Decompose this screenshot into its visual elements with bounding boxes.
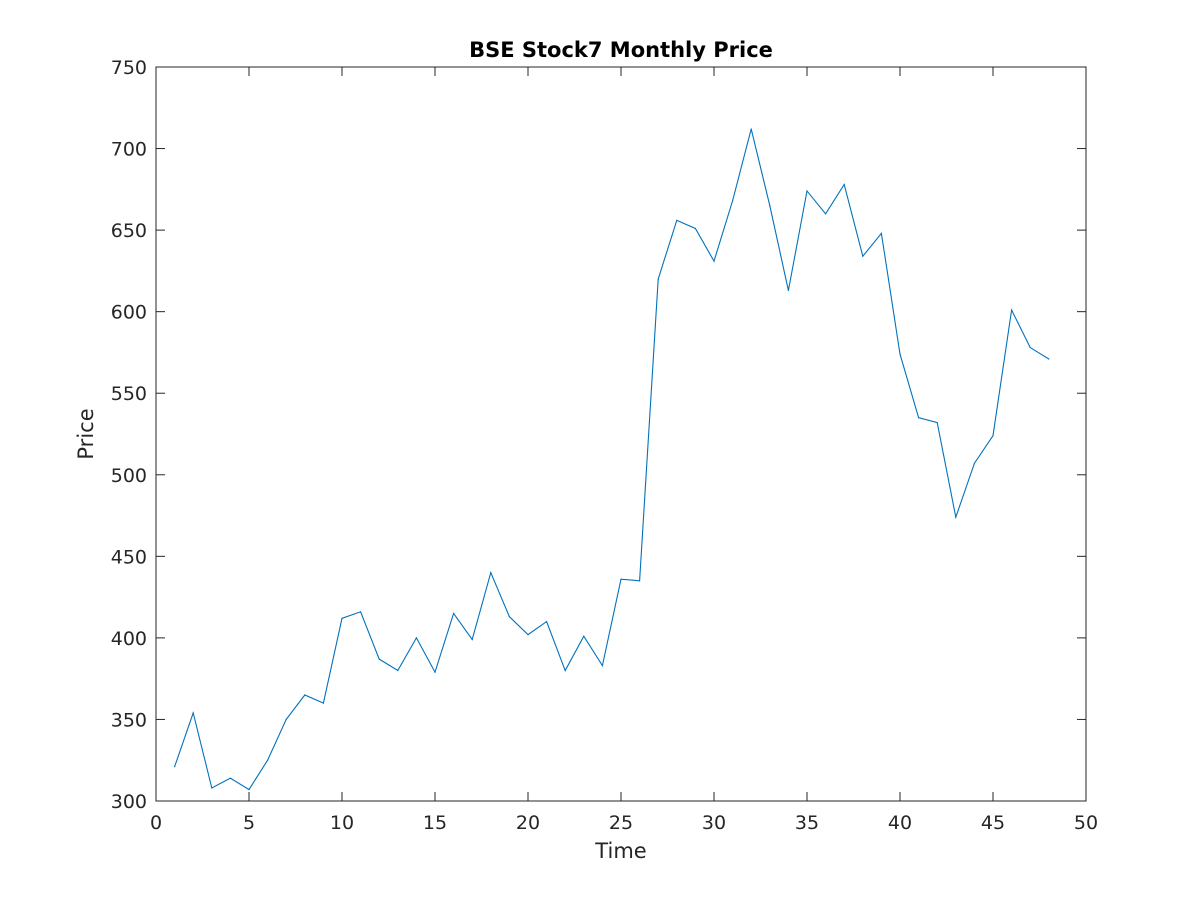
chart-title: BSE Stock7 Monthly Price — [469, 38, 773, 62]
data-point — [862, 255, 864, 257]
x-tick-label: 25 — [609, 812, 633, 834]
y-tick-label: 300 — [111, 791, 147, 813]
data-point — [378, 658, 380, 660]
x-tick-label: 10 — [330, 812, 354, 834]
data-point — [304, 694, 306, 696]
data-point — [434, 671, 436, 673]
y-tick-label: 650 — [111, 220, 147, 242]
data-point — [713, 260, 715, 262]
data-point — [955, 516, 957, 518]
data-point — [322, 702, 324, 704]
data-point — [918, 417, 920, 419]
data-point — [1029, 346, 1031, 349]
x-axis-title: Time — [594, 839, 646, 863]
data-point — [583, 635, 585, 637]
data-point — [248, 788, 250, 791]
y-tick-label: 350 — [111, 709, 147, 731]
data-point — [229, 777, 231, 779]
data-point — [341, 617, 343, 619]
data-point — [471, 638, 473, 641]
data-point — [508, 616, 510, 618]
data-point — [676, 219, 678, 221]
y-tick-label: 450 — [111, 546, 147, 568]
data-point — [639, 580, 641, 582]
data-point — [769, 205, 771, 207]
data-point — [360, 611, 362, 613]
data-point — [527, 634, 529, 636]
data-point — [992, 435, 994, 437]
data-point — [732, 200, 734, 202]
y-tick-label: 750 — [111, 57, 147, 79]
x-tick-label: 45 — [981, 812, 1005, 834]
data-point — [546, 620, 548, 623]
x-tick-label: 30 — [702, 812, 726, 834]
y-tick-label: 400 — [111, 628, 147, 650]
data-point — [694, 227, 697, 230]
data-point — [973, 462, 976, 464]
x-tick-label: 5 — [243, 812, 255, 834]
plot-area — [155, 66, 1087, 802]
data-point — [843, 183, 845, 186]
x-tick-label: 0 — [150, 812, 162, 834]
data-point — [453, 612, 455, 615]
data-point — [936, 421, 938, 424]
data-point — [787, 289, 790, 292]
data-point — [750, 128, 752, 130]
data-point — [1048, 358, 1050, 360]
series-line — [174, 128, 1050, 791]
data-point — [564, 669, 566, 672]
x-tick-label: 15 — [423, 812, 447, 834]
data-point — [285, 718, 287, 721]
data-point — [397, 669, 399, 672]
data-point — [192, 712, 194, 714]
x-tick-label: 35 — [795, 812, 819, 834]
data-point — [1011, 309, 1013, 311]
data-point — [825, 213, 827, 215]
data-point — [267, 759, 269, 761]
y-tick-label: 600 — [111, 302, 147, 324]
data-point — [899, 353, 901, 355]
y-tick-label: 550 — [111, 383, 147, 405]
data-point — [174, 766, 176, 768]
x-tick-label: 20 — [516, 812, 540, 834]
data-point — [601, 665, 604, 667]
y-tick-label: 700 — [111, 139, 147, 161]
x-tick-label: 50 — [1074, 812, 1098, 834]
y-axis-title: Price — [74, 408, 98, 459]
data-point — [415, 637, 417, 639]
data-point — [211, 787, 213, 789]
data-point — [880, 232, 883, 234]
data-point — [490, 572, 492, 574]
data-point — [806, 190, 808, 192]
y-tick-label: 500 — [111, 465, 147, 487]
data-point — [620, 578, 622, 580]
x-tick-label: 40 — [888, 812, 912, 834]
data-point — [657, 278, 659, 280]
